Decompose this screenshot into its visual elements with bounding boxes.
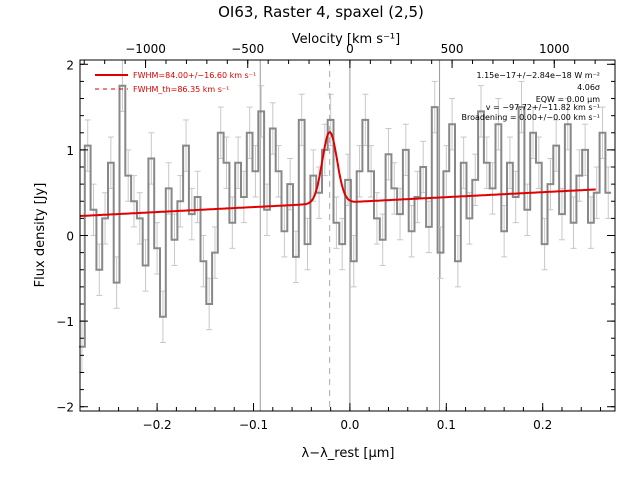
annotation-velocity: v = −97.72+/−11.82 km s⁻¹ (486, 103, 600, 112)
x-tick-label: 0.0 (340, 418, 359, 432)
top-tick-label: 500 (441, 42, 464, 56)
y-tick-label: −2 (56, 401, 74, 415)
fit-annotations: 1.15e−17+/−2.84e−18 W m⁻² 4.06σ EQW = 0.… (462, 71, 601, 122)
x-tick-label: 0.1 (437, 418, 456, 432)
y-tick-label: −1 (56, 315, 74, 329)
chart-title: OI63, Raster 4, spaxel (2,5) (218, 3, 424, 21)
annotation-flux: 1.15e−17+/−2.84e−18 W m⁻² (476, 71, 600, 80)
top-axis-label: Velocity [km s⁻¹] (292, 32, 400, 47)
x-axis-label: λ−λ_rest [μm] (302, 446, 395, 461)
x-tick-label: −0.2 (143, 418, 172, 432)
annotation-broadening: Broadening = 0.00+/−0.00 km s⁻¹ (462, 113, 600, 122)
y-tick-label: 0 (66, 230, 74, 244)
y-tick-label: 1 (66, 144, 74, 158)
legend-entry-1: FWHM=84.00+/−16.60 km s⁻¹ (133, 71, 256, 80)
y-tick-label: 2 (66, 58, 74, 72)
annotation-sigma: 4.06σ (577, 83, 600, 92)
x-tick-label: −0.1 (239, 418, 268, 432)
x-tick-label: 0.2 (533, 418, 552, 432)
axis-ticks: −0.2 −0.1 0.0 0.1 0.2 −2 −1 0 1 2 −1000 −500 0 500 100… (56, 42, 615, 432)
top-tick-label: 1000 (539, 42, 570, 56)
y-axis-label: Flux density [Jy] (33, 183, 48, 288)
top-tick-label: −1000 (125, 42, 166, 56)
top-tick-label: −500 (231, 42, 264, 56)
spectrum-line (79, 84, 612, 348)
annotation-eqw: EQW = 0.00 μm (536, 95, 600, 104)
legend-entry-2: FWHM_th=86.35 km s⁻¹ (133, 85, 229, 94)
fit-line (79, 131, 596, 217)
top-tick-label: 0 (346, 42, 354, 56)
legend: FWHM=84.00+/−16.60 km s⁻¹ FWHM_th=86.35 … (95, 71, 256, 94)
